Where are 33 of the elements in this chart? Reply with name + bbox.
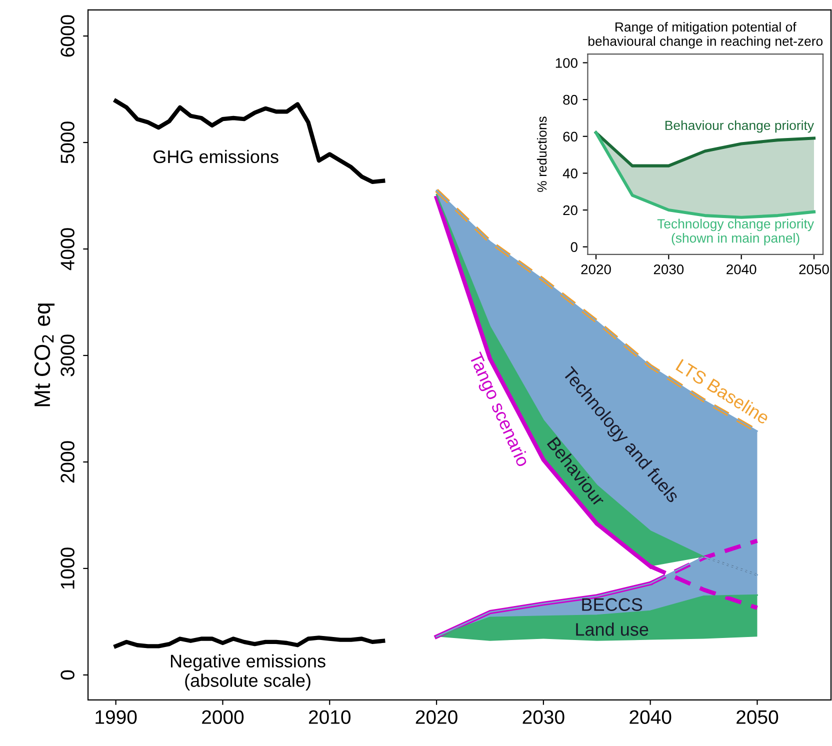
y-axis-title: % reductions: [536, 116, 547, 192]
y-tick-label: 100: [556, 58, 578, 68]
y-axis-title: Mt CO$_{2}$ eq: [34, 304, 55, 406]
x-tick-label: 1990: [96, 710, 137, 724]
x-tick-label: 2030: [522, 710, 564, 724]
x-tick-label: 2020: [416, 710, 458, 724]
y-tick-label: 2000: [60, 441, 74, 483]
y-tick-label: 20: [563, 205, 578, 216]
y-tick-label: 40: [562, 168, 578, 178]
y-tick-label: 4000: [60, 228, 74, 270]
x-tick-label: 2000: [202, 710, 244, 724]
y-tick-label: 60: [563, 132, 578, 142]
series-label: Behaviour change priority: [665, 120, 814, 133]
x-tick-label: 2040: [630, 710, 672, 724]
series-label: Technology change priority (shown in main panel): [657, 218, 814, 246]
x-tick-label: 2030: [654, 264, 684, 274]
y-tick-label: 80: [563, 94, 578, 105]
chart-title: Range of mitigation potential of behavioural change in reaching net-zero: [588, 22, 823, 48]
annotation: Negative emissions (absolute scale): [170, 654, 326, 690]
x-tick-label: 2050: [736, 710, 778, 724]
x-tick-label: 2010: [308, 710, 350, 724]
annotation: GHG emissions: [154, 150, 278, 164]
y-tick-label: 1000: [60, 548, 74, 589]
y-tick-label: 3000: [60, 334, 74, 376]
y-tick-label: 0: [60, 670, 74, 680]
x-tick-label: 2040: [726, 264, 756, 274]
y-tick-label: 6000: [60, 15, 74, 57]
y-tick-label: 5000: [60, 122, 74, 164]
y-tick-label: 0: [570, 242, 578, 252]
annotation: BECCS: [582, 598, 642, 611]
x-tick-label: 2020: [581, 264, 611, 274]
x-tick-label: 2050: [799, 264, 829, 274]
annotation: Land use: [576, 622, 648, 636]
